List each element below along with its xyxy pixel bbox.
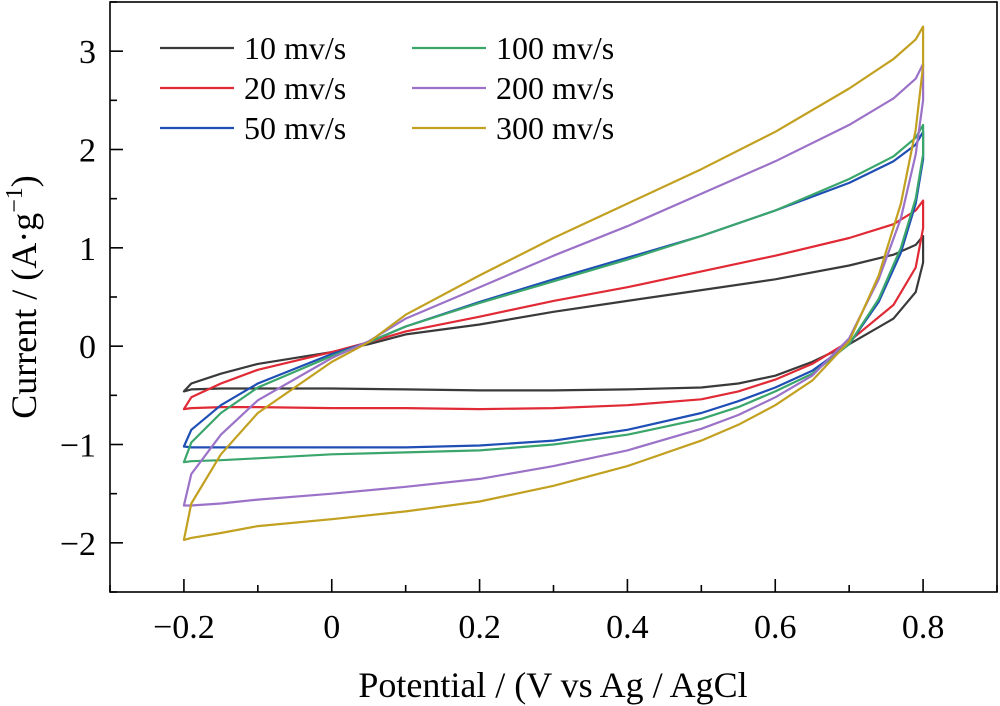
series-line-3 — [182, 130, 925, 449]
x-tick-label: 0.8 — [902, 609, 945, 646]
legend-label-6: 300 mv/s — [496, 110, 614, 146]
y-tick-label: −1 — [60, 428, 96, 465]
x-tick-label: 0.4 — [606, 609, 649, 646]
series-line-1 — [182, 234, 925, 393]
legend-label-5: 200 mv/s — [496, 70, 614, 106]
legend-label-3: 50 mv/s — [244, 110, 346, 146]
x-tick-label: 0.6 — [754, 609, 797, 646]
y-tick-label: 0 — [79, 329, 96, 366]
y-tick-label: 1 — [79, 231, 96, 268]
y-axis-label-main: Current / (A·g — [4, 213, 44, 419]
legend-label-4: 100 mv/s — [496, 30, 614, 66]
series-line-2 — [182, 199, 925, 411]
legend: 10 mv/s 20 mv/s 50 mv/s 100 mv/s 200 mv/s 300… — [160, 30, 614, 146]
series-line-4 — [182, 123, 925, 464]
series-line-5 — [182, 62, 925, 507]
y-axis-label: Current / (A·g−1) — [2, 175, 44, 419]
x-tick-label: −0.2 — [153, 609, 215, 646]
plot-lines — [182, 25, 925, 541]
x-tick-label: 0.2 — [458, 609, 501, 646]
x-tick-label: 0 — [323, 609, 340, 646]
y-tick-label: 2 — [79, 133, 96, 170]
axis-tick-labels: −0.2 0 0.2 0.4 0.6 0.8 −2 −1 0 1 2 3 — [60, 34, 945, 646]
legend-label-2: 20 mv/s — [244, 70, 346, 106]
y-axis-label-close: ) — [4, 175, 44, 187]
x-axis-label: Potential / (V vs Ag / AgCl — [358, 665, 747, 705]
legend-label-1: 10 mv/s — [244, 30, 346, 66]
y-tick-label: 3 — [79, 34, 96, 71]
y-tick-label: −2 — [60, 526, 96, 563]
series-line-6 — [182, 25, 925, 541]
axis-ticks — [109, 1, 998, 593]
y-axis-label-superscript: −1 — [2, 187, 28, 213]
